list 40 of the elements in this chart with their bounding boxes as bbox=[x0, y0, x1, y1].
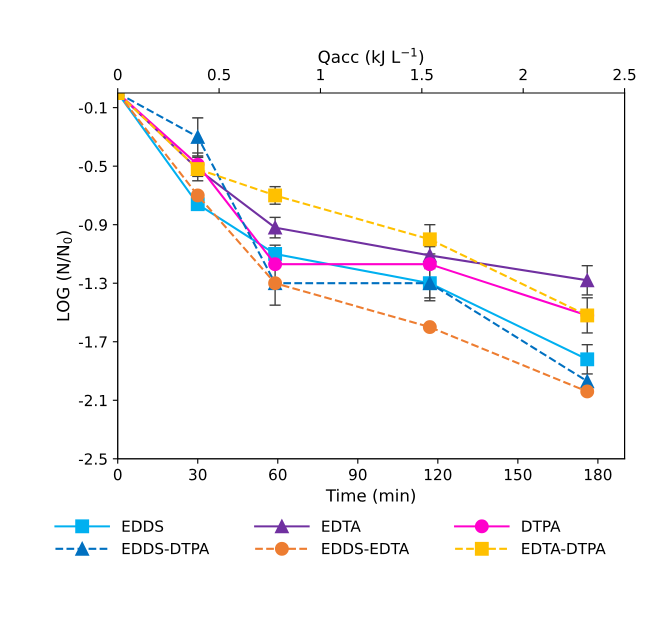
x2-tick-label: 1 bbox=[317, 68, 324, 80]
point bbox=[268, 220, 282, 235]
point bbox=[422, 232, 437, 246]
x-tick-label: 60 bbox=[269, 468, 286, 480]
y-tick-label: -1.3 bbox=[78, 278, 107, 290]
legend-label: EDDS-DTPA bbox=[122, 542, 210, 554]
x-tick-label: 150 bbox=[504, 468, 532, 480]
x-tick-label: 0 bbox=[114, 468, 122, 480]
y-tick-label: -0.9 bbox=[78, 219, 107, 231]
point bbox=[580, 384, 594, 398]
legend-label: DTPA bbox=[522, 520, 560, 532]
point bbox=[190, 130, 205, 144]
x-axis-title: Time (min) bbox=[326, 488, 415, 504]
point bbox=[268, 188, 282, 202]
point bbox=[580, 352, 594, 366]
x-tick-label: 30 bbox=[189, 468, 206, 480]
y-axis-title: LOG (N/N$_{0}$) bbox=[56, 231, 72, 320]
x-tick-label: 90 bbox=[349, 468, 367, 480]
x2-tick-label: 1.5 bbox=[411, 68, 433, 80]
x2-tick-label: 2 bbox=[519, 68, 527, 80]
legend-label: EDTA-DTPA bbox=[522, 543, 606, 554]
y-tick-label: -2.1 bbox=[78, 394, 107, 406]
x2-tick-label: 0 bbox=[114, 68, 122, 80]
x2-tick-label: 2.5 bbox=[614, 68, 636, 80]
legend-label: EDDS bbox=[122, 520, 164, 532]
x-tick-label: 120 bbox=[424, 468, 452, 480]
y-tick-label: -1.7 bbox=[78, 336, 107, 348]
x-tick-label: 180 bbox=[584, 468, 612, 480]
y-tick-label: -2.5 bbox=[78, 453, 107, 465]
x2-tick-label: 0.5 bbox=[208, 68, 230, 80]
point bbox=[190, 188, 205, 202]
legend-label: EDDS-EDTA bbox=[322, 542, 410, 554]
point bbox=[422, 257, 437, 272]
point bbox=[268, 257, 282, 272]
x2-axis-title: Qacc (kJ L$^{−1}$) bbox=[318, 48, 424, 66]
point bbox=[580, 273, 594, 288]
point bbox=[422, 320, 437, 334]
legend-label: EDTA bbox=[322, 520, 361, 532]
y-tick-label: -0.5 bbox=[78, 160, 107, 172]
y-tick-label: -0.1 bbox=[78, 102, 107, 114]
